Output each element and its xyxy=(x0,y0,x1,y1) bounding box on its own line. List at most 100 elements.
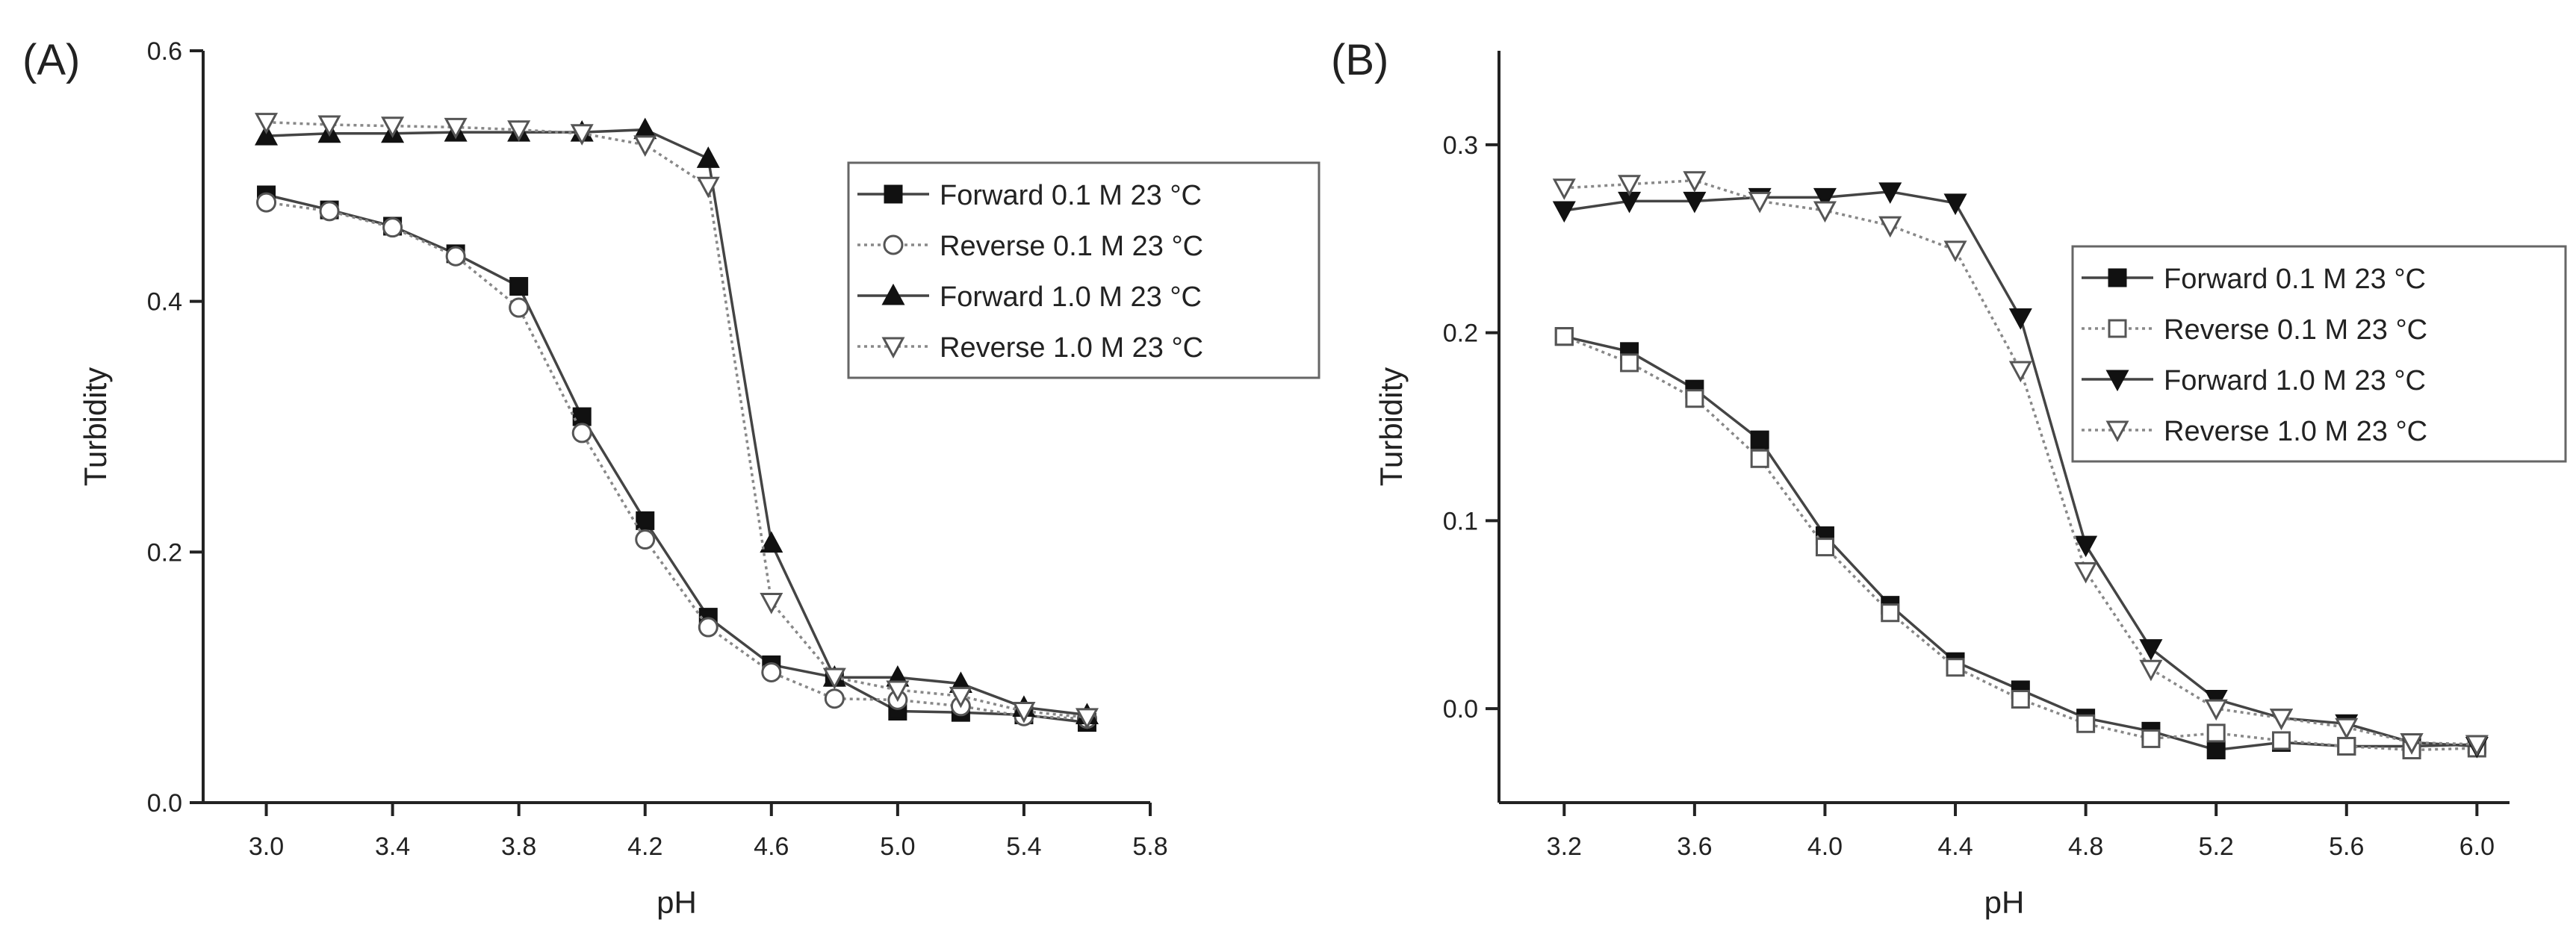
data-point xyxy=(1618,175,1642,196)
legend-label: Forward 0.1 M 23 °C xyxy=(2164,264,2426,295)
data-point xyxy=(1750,449,1769,468)
series-line xyxy=(266,193,1087,724)
data-point xyxy=(317,115,341,137)
panel-label: (A) xyxy=(22,36,80,84)
y-tick-label: 0.0 xyxy=(147,789,182,818)
data-point xyxy=(2204,699,2228,721)
data-point xyxy=(570,124,594,146)
legend-label: Forward 1.0 M 23 °C xyxy=(940,281,1202,313)
data-point xyxy=(1683,171,1707,193)
legend-marker xyxy=(884,184,903,204)
data-point xyxy=(1813,201,1837,223)
legend-frame xyxy=(847,161,1320,379)
data-point xyxy=(1683,191,1707,214)
x-tick-label: 4.8 xyxy=(2068,832,2103,861)
data-point xyxy=(2074,535,2098,558)
legend-label: Forward 1.0 M 23 °C xyxy=(2164,365,2426,396)
data-point xyxy=(1552,178,1576,200)
data-point xyxy=(760,531,783,553)
data-point xyxy=(445,246,466,267)
data-point xyxy=(2141,729,2161,748)
x-tick-label: 3.0 xyxy=(249,832,284,861)
data-point xyxy=(1685,389,1704,408)
data-point xyxy=(886,680,910,703)
x-tick-label: 4.0 xyxy=(1807,832,1843,861)
data-point xyxy=(1946,658,1965,677)
y-tick-label: 0.3 xyxy=(1443,131,1478,160)
x-tick-label: 5.8 xyxy=(1132,832,1167,861)
data-point xyxy=(636,511,655,530)
data-point xyxy=(255,113,279,134)
legend-frame xyxy=(2071,245,2567,463)
data-point xyxy=(319,201,340,222)
data-point xyxy=(1878,216,1902,238)
data-point xyxy=(256,192,277,213)
y-tick-label: 0.2 xyxy=(147,538,182,567)
data-point xyxy=(1750,430,1769,449)
data-point xyxy=(1748,191,1772,214)
data-point xyxy=(1554,327,1574,346)
data-point xyxy=(696,146,720,168)
y-tick-label: 0.6 xyxy=(147,37,182,66)
chart-panel-b: (B) 3.2 3.6 4.0 4.4 4.8 5.2 5.6 6.0 0.0 0.1 0.2 0.3 p… xyxy=(1331,36,2567,920)
legend-marker xyxy=(883,234,904,255)
series-4 xyxy=(1552,171,2489,757)
data-point xyxy=(760,592,783,614)
data-point xyxy=(1881,603,1900,623)
data-point xyxy=(2271,731,2291,750)
data-point xyxy=(2008,361,2032,383)
data-point xyxy=(696,176,720,199)
data-point xyxy=(949,686,972,709)
data-point xyxy=(2269,709,2294,730)
data-point xyxy=(1620,353,1639,373)
legend-marker xyxy=(2108,319,2127,338)
data-point xyxy=(2465,735,2489,757)
data-point xyxy=(1943,193,1967,216)
data-point xyxy=(2337,736,2356,756)
data-point xyxy=(1815,538,1834,557)
x-tick-label: 5.0 xyxy=(880,832,915,861)
y-tick-label: 0.0 xyxy=(1443,695,1478,723)
data-point xyxy=(255,123,279,146)
x-tick-label: 5.2 xyxy=(2199,832,2234,861)
data-point xyxy=(2206,723,2226,743)
legend-label: Reverse 1.0 M 23 °C xyxy=(2164,416,2427,447)
data-point xyxy=(509,277,529,296)
data-point xyxy=(2206,741,2226,760)
x-tick-label: 3.6 xyxy=(1677,832,1712,861)
data-point xyxy=(2400,732,2424,755)
data-point xyxy=(2076,714,2096,733)
x-tick-label: 3.2 xyxy=(1547,832,1582,861)
y-tick-label: 0.2 xyxy=(1443,320,1478,348)
legend-label: Reverse 0.1 M 23 °C xyxy=(940,231,1203,262)
x-tick-label: 3.8 xyxy=(501,832,536,861)
x-tick-label: 6.0 xyxy=(2459,832,2495,861)
data-point xyxy=(1552,201,1576,223)
data-point xyxy=(444,117,468,140)
x-tick-label: 4.6 xyxy=(754,832,789,861)
data-point xyxy=(824,688,845,709)
legend: Forward 0.1 M 23 °C Reverse 0.1 M 23 °C Fo… xyxy=(2071,245,2567,463)
series-line xyxy=(266,128,1087,717)
series-line xyxy=(266,120,1087,719)
x-tick-label: 3.4 xyxy=(375,832,410,861)
data-point xyxy=(572,407,592,426)
legend-marker xyxy=(2108,268,2127,287)
data-point xyxy=(2139,659,2163,682)
data-point xyxy=(2335,718,2359,740)
data-point xyxy=(1012,701,1036,723)
data-point xyxy=(1075,708,1099,730)
data-point xyxy=(2011,690,2030,709)
legend-marker xyxy=(881,337,905,359)
legend: Forward 0.1 M 23 °C Reverse 0.1 M 23 °C Fo… xyxy=(847,161,1320,379)
legend-marker xyxy=(2105,370,2129,392)
legend-label: Reverse 1.0 M 23 °C xyxy=(940,332,1203,364)
data-point xyxy=(1813,187,1837,210)
x-tick-label: 4.2 xyxy=(627,832,662,861)
x-axis-title: pH xyxy=(1984,885,2025,920)
y-axis-title: Turbidity xyxy=(78,367,113,487)
x-axis-title: pH xyxy=(657,885,697,920)
legend-label: Forward 0.1 M 23 °C xyxy=(940,180,1202,211)
